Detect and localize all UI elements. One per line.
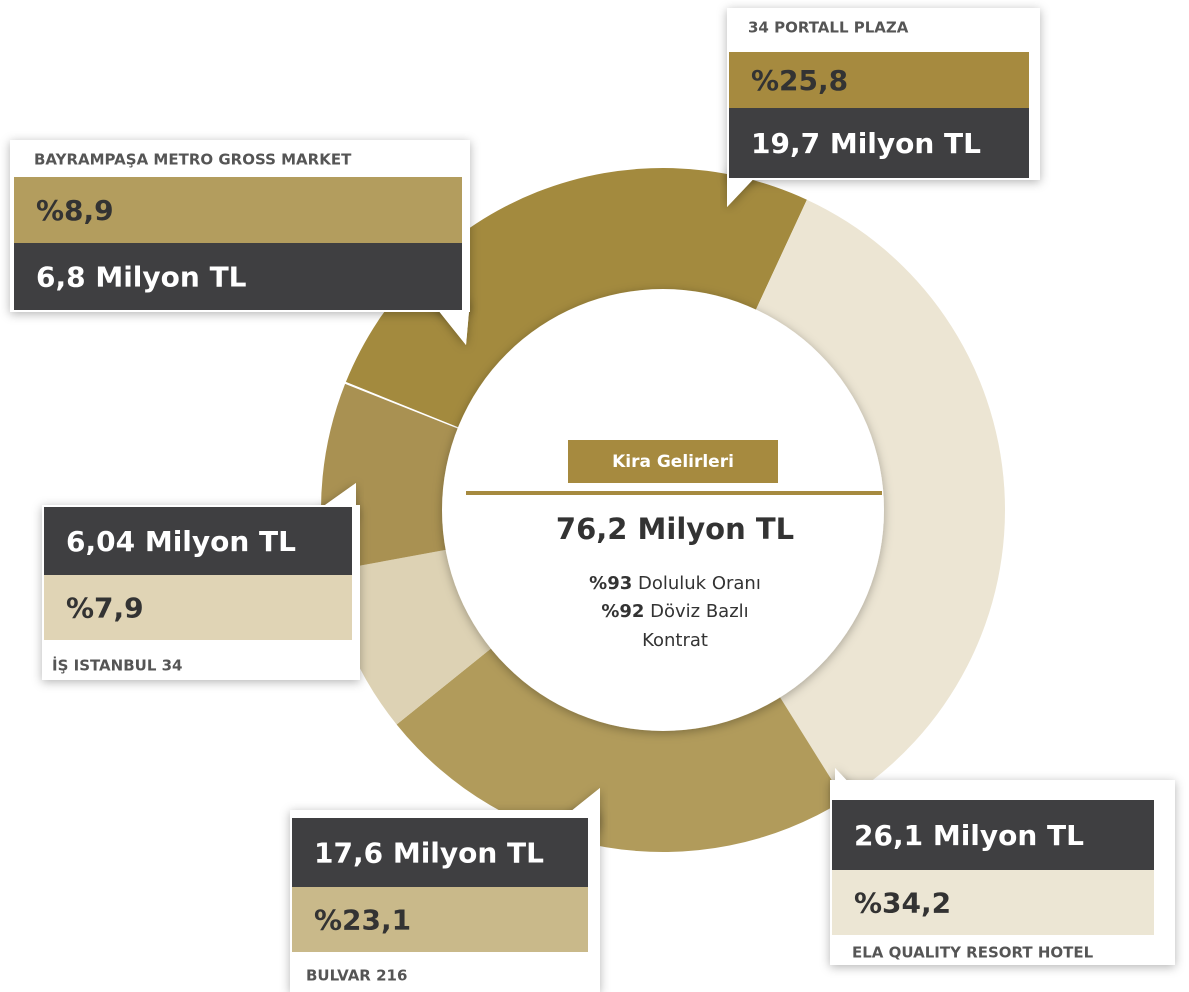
amount-bar (44, 507, 352, 575)
center-total: 76,2 Milyon TL (556, 512, 794, 546)
center-note: %92 Döviz Bazlı (601, 601, 748, 622)
note-bold: %92 (601, 601, 644, 622)
callout-name: 34 PORTALL PLAZA (748, 19, 909, 37)
amount-bar (832, 800, 1154, 870)
center-disc (442, 289, 884, 731)
callout-pointer-cover (727, 170, 762, 207)
pct-label: %34,2 (854, 887, 951, 920)
amount-label: 17,6 Milyon TL (314, 837, 544, 870)
amount-bar (14, 243, 462, 310)
callout-pointer-cover (430, 300, 470, 345)
amount-bar (729, 108, 1029, 178)
callout-name: ELA QUALITY RESORT HOTEL (852, 944, 1094, 962)
callout-name: İŞ ISTANBUL 34 (52, 656, 183, 675)
callout-name: BAYRAMPAŞA METRO GROSS MARKET (34, 151, 352, 169)
amount-label: 6,04 Milyon TL (66, 525, 296, 558)
pct-label: %7,9 (66, 592, 144, 625)
amount-label: 19,7 Milyon TL (751, 127, 981, 160)
pct-bar (729, 52, 1029, 108)
note-bold: %93 (589, 573, 632, 594)
pct-bar (44, 575, 352, 640)
amount-label: 6,8 Milyon TL (36, 261, 247, 294)
pct-label: %23,1 (314, 904, 411, 937)
callout-name: BULVAR 216 (306, 967, 407, 985)
amount-bar (292, 818, 588, 887)
center-note: %93 Doluluk Oranı (589, 573, 761, 594)
pct-bar (14, 177, 462, 243)
callout-pointer-cover (835, 768, 870, 805)
pct-bar (292, 887, 588, 952)
center-title-box (568, 440, 778, 483)
center-title: Kira Gelirleri (612, 452, 734, 472)
center-note: Kontrat (642, 630, 708, 651)
amount-label: 26,1 Milyon TL (854, 819, 1084, 852)
pct-label: %25,8 (751, 64, 848, 97)
note-text: Doluluk Oranı (638, 573, 761, 594)
note-text: Döviz Bazlı (650, 601, 749, 622)
pct-label: %8,9 (36, 194, 114, 227)
pct-bar (832, 870, 1154, 935)
